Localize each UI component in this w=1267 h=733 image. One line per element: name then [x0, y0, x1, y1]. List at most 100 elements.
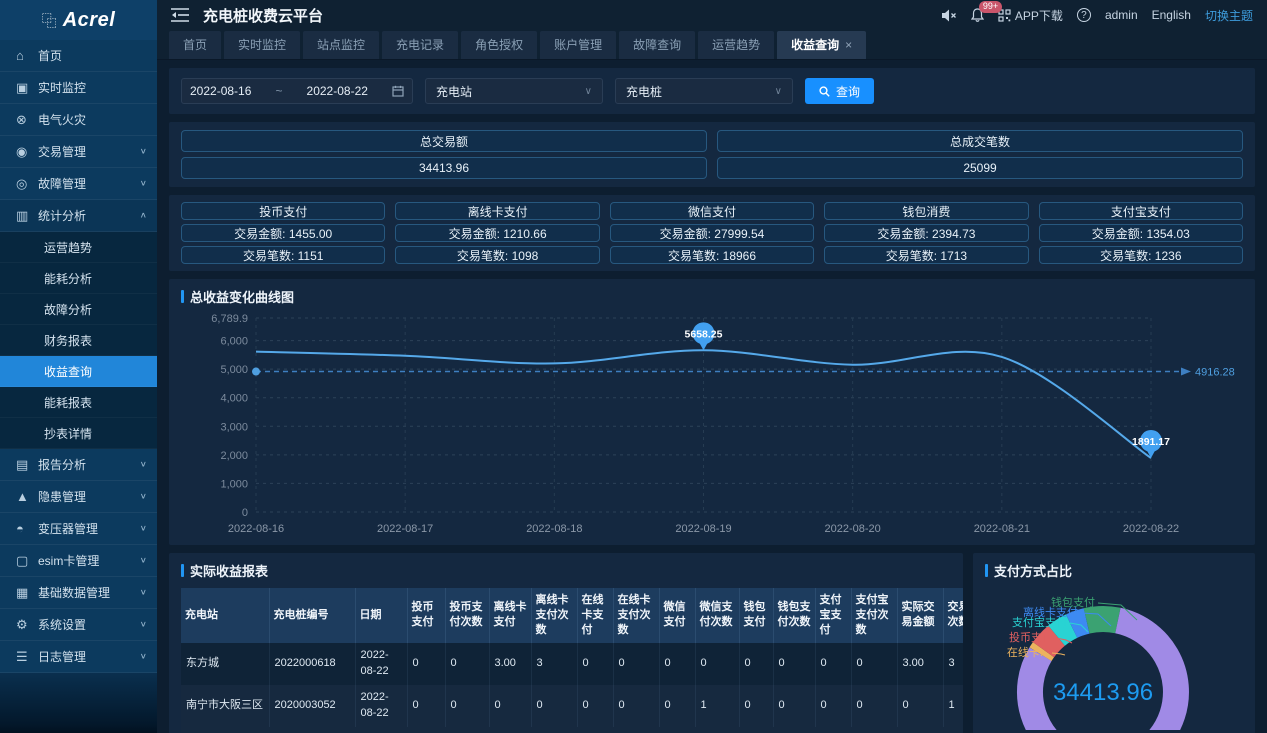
station-select[interactable]: 充电站 ∨ — [425, 78, 603, 104]
sidebar-item-realtime-monitor[interactable]: ▣ 实时监控 — [0, 72, 157, 104]
tab-close-icon[interactable]: × — [845, 38, 853, 52]
sidebar-subitem-fault-analysis[interactable]: 故障分析 — [0, 294, 157, 325]
hazard-icon: ▲ — [16, 489, 29, 504]
column-header[interactable]: 离线卡支付次数 — [531, 588, 578, 643]
sidebar-item-base-data-mgmt[interactable]: ▦ 基础数据管理 ∨ — [0, 577, 157, 609]
payment-share-title-row: 支付方式占比 — [985, 561, 1243, 580]
payment-share-donut-chart[interactable]: 钱包支付 离线卡支付 支付宝支付 投币支付 在线卡... 34413.96 — [985, 580, 1243, 733]
sidebar-item-fault-mgmt[interactable]: ◎ 故障管理 ∨ — [0, 168, 157, 200]
notifications-button[interactable]: 99+ — [970, 1, 1003, 22]
sidebar-subitem-energy-analysis[interactable]: 能耗分析 — [0, 263, 157, 294]
svg-text:支付宝支付: 支付宝支付 — [1012, 615, 1067, 629]
sidebar-item-transformer-mgmt[interactable]: ◓ 变压器管理 ∨ — [0, 513, 157, 545]
date-start[interactable]: 2022-08-16 — [190, 84, 252, 98]
sidebar-subitem-finance-report[interactable]: 财务报表 — [0, 325, 157, 356]
esim-icon: ▢ — [16, 552, 29, 568]
tab-站点监控[interactable]: 站点监控 — [303, 31, 380, 59]
date-range-picker[interactable]: 2022-08-16 ~ 2022-08-22 — [181, 78, 413, 104]
svg-text:4,000: 4,000 — [220, 393, 248, 405]
income-line-chart[interactable]: 0 1,000 2,000 3,000 4,000 5,000 6,000 6,789.9 20… — [181, 306, 1243, 541]
summary-card-label: 总交易额 — [181, 130, 707, 152]
table-row[interactable]: 东方城 2022000618 2022-08-22 0 0 3.00 3 0 0 0 0 0 0 0 0 3.… — [181, 642, 963, 685]
column-header[interactable]: 在线卡支付 — [577, 588, 614, 643]
pile-select[interactable]: 充电桩 ∨ — [615, 78, 793, 104]
payment-card: 支付宝支付 交易金额: 1354.03 交易笔数: 1236 — [1038, 202, 1244, 264]
column-header[interactable]: 钱包支付 — [739, 588, 774, 643]
database-icon: ▦ — [16, 584, 29, 600]
payment-card: 钱包消费 交易金额: 2394.73 交易笔数: 1713 — [824, 202, 1029, 264]
sidebar-item-hazard-mgmt[interactable]: ▲ 隐患管理 ∨ — [0, 481, 157, 513]
table-cell: 0 — [773, 642, 816, 685]
top-right-toolbar: 99+ APP下载 ? admin English — [941, 1, 1253, 24]
tab-账户管理[interactable]: 账户管理 — [540, 31, 617, 59]
column-header[interactable]: 实际交易金额 — [897, 588, 944, 643]
user-menu[interactable]: admin — [1105, 8, 1138, 22]
sidebar-subitem-energy-report[interactable]: 能耗报表 — [0, 387, 157, 418]
sidebar-item-stats-analysis[interactable]: ▥ 统计分析 ∧ — [0, 200, 157, 232]
collapse-sidebar-icon[interactable] — [171, 8, 189, 22]
column-header[interactable]: 微信支付 — [659, 588, 696, 643]
mute-icon[interactable] — [941, 9, 957, 22]
chevron-down-icon: ∨ — [139, 620, 147, 629]
tab-label: 故障查询 — [633, 38, 682, 52]
date-end[interactable]: 2022-08-22 — [306, 84, 368, 98]
tab-实时监控[interactable]: 实时监控 — [224, 31, 301, 59]
stats-icon: ▥ — [16, 207, 29, 223]
table-cell: 3 — [943, 642, 963, 685]
sidebar-item-home[interactable]: ⌂ 首页 — [0, 40, 157, 72]
app-download-button[interactable]: APP下载 — [998, 7, 1063, 24]
tab-运营趋势[interactable]: 运营趋势 — [698, 31, 775, 59]
query-button[interactable]: 查询 — [805, 78, 875, 104]
pile-select-value: 充电桩 — [626, 84, 663, 99]
tab-充电记录[interactable]: 充电记录 — [382, 31, 459, 59]
help-icon[interactable]: ? — [1076, 8, 1091, 22]
payment-card-name: 支付宝支付 — [1038, 202, 1244, 220]
tab-故障查询[interactable]: 故障查询 — [619, 31, 696, 59]
column-header[interactable]: 日期 — [355, 588, 408, 643]
column-header[interactable]: 支付宝支付次数 — [851, 588, 898, 643]
payment-card-count: 交易笔数: 1713 — [824, 246, 1029, 264]
svg-text:4916.28: 4916.28 — [1195, 367, 1235, 379]
language-switch[interactable]: English — [1152, 8, 1191, 22]
payment-card-count: 交易笔数: 18966 — [609, 246, 815, 264]
sidebar-item-report-analysis[interactable]: ▤ 报告分析 ∨ — [0, 449, 157, 481]
table-cell: 2022-08-22 — [355, 642, 408, 685]
sidebar-subitem-income-query[interactable]: 收益查询 — [0, 356, 157, 387]
sidebar-item-log-mgmt[interactable]: ☰ 日志管理 ∨ — [0, 641, 157, 673]
sidebar-item-esim-mgmt[interactable]: ▢ esim卡管理 ∨ — [0, 545, 157, 577]
theme-switch-link[interactable]: 切换主题 — [1205, 7, 1253, 24]
svg-text:34413.96: 34413.96 — [1053, 679, 1153, 706]
svg-text:0: 0 — [242, 507, 248, 519]
sidebar-subitem-operation-trend[interactable]: 运营趋势 — [0, 232, 157, 263]
column-header[interactable]: 充电站 — [181, 588, 270, 643]
column-header[interactable]: 充电桩编号 — [269, 588, 356, 643]
tab-bar: 首页 实时监控 站点监控 充电记录 角色授权 账户管理 故障查询 运营趋势 收益查询 × — [157, 30, 1267, 60]
table-cell: 0 — [407, 684, 446, 727]
table-row[interactable]: 南宁市大阪三区 2020003052 2022-08-22 0 0 0 0 0 0 0 1 0 0 0 0 0… — [181, 684, 963, 727]
tab-收益查询[interactable]: 收益查询 × — [777, 31, 867, 59]
notification-badge: 99+ — [978, 1, 1003, 13]
income-report-panel: 实际收益报表 充电站 充电桩编号 日期 投币支付 投币支付次数 离线卡支付 离线卡支付次数在… — [169, 553, 963, 733]
column-header[interactable]: 在线卡支付次数 — [613, 588, 660, 643]
payment-share-panel: 支付方式占比 钱包支付 离线卡支付 支付宝支付 投币支付 在线卡... 34413.96 — [973, 553, 1255, 733]
column-header[interactable]: 钱包支付次数 — [773, 588, 816, 643]
tab-首页[interactable]: 首页 — [169, 31, 222, 59]
sidebar-subitem-meter-detail[interactable]: 抄表详情 — [0, 418, 157, 449]
table-cell: 0 — [407, 642, 446, 685]
content: 2022-08-16 ~ 2022-08-22 充电站 ∨ 充电桩 — [157, 60, 1267, 733]
column-header[interactable]: 投币支付 — [407, 588, 446, 643]
column-header[interactable]: 微信支付次数 — [695, 588, 740, 643]
tab-角色授权[interactable]: 角色授权 — [461, 31, 538, 59]
table-cell: 0 — [815, 642, 852, 685]
sidebar-filler — [0, 673, 157, 733]
chevron-down-icon: ∨ — [139, 556, 147, 565]
sidebar-item-electric-fire[interactable]: ⊗ 电气火灾 — [0, 104, 157, 136]
column-header[interactable]: 支付宝支付 — [815, 588, 852, 643]
section-accent-bar — [181, 564, 184, 577]
column-header[interactable]: 投币支付次数 — [445, 588, 490, 643]
sidebar-item-label: 报告分析 — [38, 458, 87, 472]
column-header[interactable]: 离线卡支付 — [489, 588, 532, 643]
sidebar-item-system-settings[interactable]: ⚙ 系统设置 ∨ — [0, 609, 157, 641]
column-header[interactable]: 交易次数 — [943, 588, 963, 643]
sidebar-item-transaction-mgmt[interactable]: ◉ 交易管理 ∨ — [0, 136, 157, 168]
